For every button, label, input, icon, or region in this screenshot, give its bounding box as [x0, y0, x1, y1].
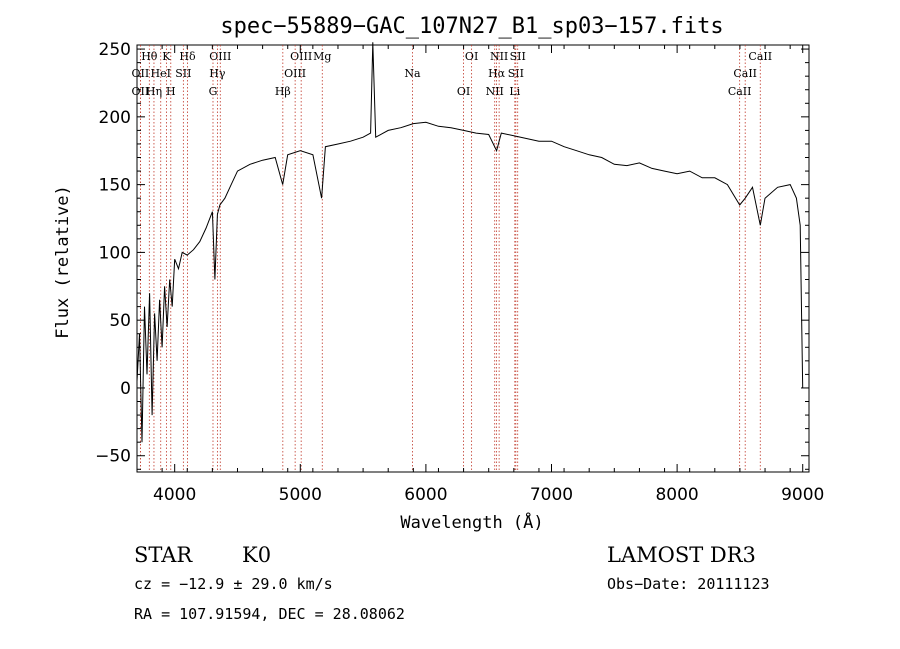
line-marker-label: CaII — [748, 50, 772, 63]
line-marker-label: Li — [509, 85, 520, 98]
y-tick-label: 250 — [99, 40, 131, 60]
line-marker-label: OI — [465, 50, 478, 63]
line-marker-label: OIII — [209, 50, 231, 63]
y-axis-label: Flux (relative) — [53, 185, 73, 339]
x-axis-label: Wavelength (Å) — [400, 511, 543, 533]
y-tick-label: −50 — [95, 447, 131, 467]
y-tick-label: 150 — [99, 176, 131, 196]
y-tick-label: 0 — [120, 379, 131, 399]
line-marker-label: OIII — [284, 67, 306, 80]
line-marker-label: G — [209, 85, 218, 98]
y-tick-label: 50 — [109, 311, 131, 331]
y-axis: −50 0 50 100 150 200 250 — [95, 40, 809, 470]
plot-frame — [136, 44, 810, 473]
ra-dec-coordinates: RA = 107.91594, DEC = 28.08062 — [134, 605, 405, 623]
line-marker-label: Mg — [313, 50, 331, 63]
object-class: STAR — [134, 543, 193, 567]
x-tick-label: 9000 — [781, 485, 824, 505]
line-marker-label: Hη — [146, 85, 162, 98]
line-marker-label: NII — [486, 85, 504, 98]
x-axis: 4000 5000 6000 7000 8000 9000 — [136, 45, 824, 505]
x-tick-label: 5000 — [279, 485, 322, 505]
spectrum-series-line — [136, 42, 804, 443]
line-marker-label: H — [166, 85, 176, 98]
survey-name: LAMOST DR3 — [607, 543, 756, 567]
line-marker-label: SII — [510, 50, 526, 63]
y-tick-label: 200 — [99, 108, 131, 128]
line-marker-label: Hβ — [275, 85, 291, 98]
line-marker-label: OIII — [290, 50, 312, 63]
line-marker-label: NII — [490, 50, 508, 63]
observation-date: Obs−Date: 20111123 — [607, 575, 770, 593]
chart-title: spec−55889−GAC_107N27_B1_sp03−157.fits — [220, 14, 723, 39]
line-marker-label: Hγ — [209, 67, 226, 80]
x-tick-label: 8000 — [655, 485, 698, 505]
line-marker-label: SII — [508, 67, 524, 80]
line-marker-label: Hδ — [179, 50, 196, 63]
line-marker-label: Na — [404, 67, 421, 80]
x-tick-label: 4000 — [153, 485, 196, 505]
spectral-line-markers: HθOIIOIIKHeIHηHδSIIHOIIIHγGOIIIOIIIHβMgN… — [132, 45, 772, 472]
line-marker-label: K — [162, 50, 171, 63]
line-marker-label: OI — [457, 85, 470, 98]
line-marker-label: Hα — [488, 67, 506, 80]
x-tick-label: 7000 — [530, 485, 573, 505]
line-marker-label: CaII — [733, 67, 757, 80]
x-tick-label: 6000 — [404, 485, 447, 505]
y-tick-label: 100 — [99, 243, 131, 263]
line-marker-label: Hθ — [141, 50, 158, 63]
redshift-velocity: cz = −12.9 ± 29.0 km/s — [134, 575, 333, 593]
line-marker-label: CaII — [728, 85, 752, 98]
object-subclass: K0 — [242, 543, 271, 567]
line-marker-label: OII — [132, 85, 150, 98]
line-marker-label: HeI — [151, 67, 171, 80]
line-marker-label: SII — [175, 67, 191, 80]
